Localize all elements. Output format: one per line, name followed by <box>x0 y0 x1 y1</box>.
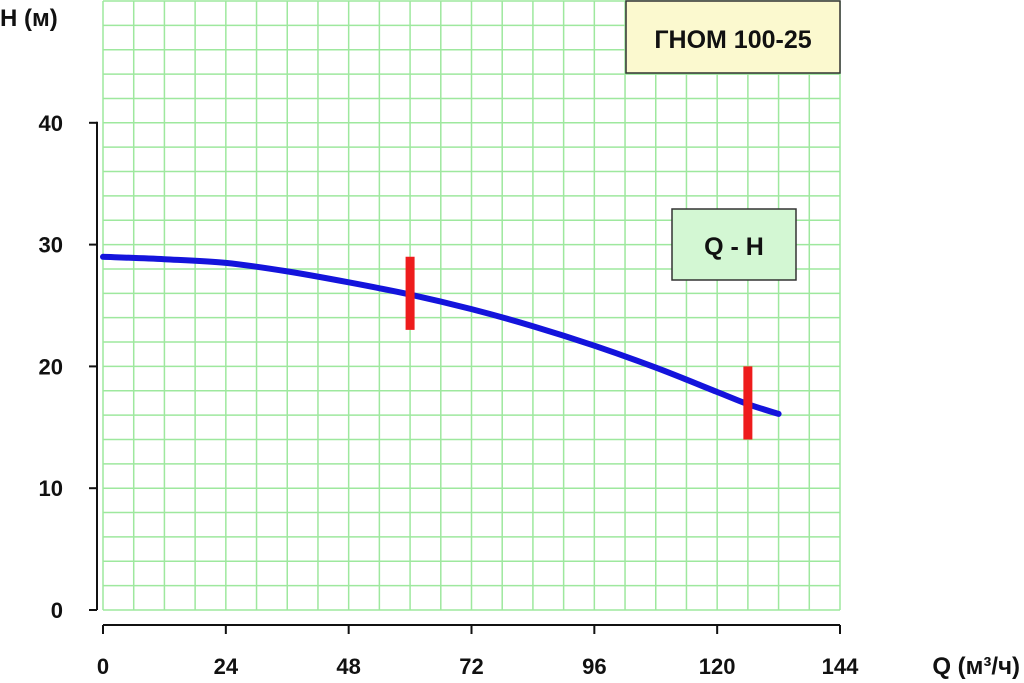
x-tick-label: 48 <box>336 654 360 679</box>
x-tick-label: 144 <box>822 654 859 679</box>
x-axis-title: Q (м³/ч) <box>932 653 1020 680</box>
legend-box-bg <box>671 208 797 281</box>
x-tick-label: 0 <box>97 654 109 679</box>
y-tick-label: 10 <box>39 476 63 501</box>
x-ticks: 0 24 48 72 96 120 144 <box>97 625 859 679</box>
x-tick-label: 24 <box>214 654 239 679</box>
y-axis-title: H (м) <box>0 5 58 32</box>
chart-title: ГНОМ 100-25 <box>654 26 811 54</box>
grid <box>102 0 841 611</box>
y-tick-label: 40 <box>39 111 63 136</box>
y-tick-label: 20 <box>39 354 63 379</box>
q-h-curve <box>100 253 782 417</box>
x-tick-label: 96 <box>582 654 606 679</box>
legend-label: Q - H <box>704 233 764 261</box>
y-tick-label: 30 <box>39 233 63 258</box>
x-tick-label: 120 <box>699 654 736 679</box>
legend-box: Q - H <box>671 208 797 281</box>
series <box>100 253 782 417</box>
y-ticks: 0 10 20 30 40 <box>39 111 97 623</box>
title-box: ГНОМ 100-25 <box>625 0 841 74</box>
markers <box>405 256 753 440</box>
y-tick-label: 0 <box>51 598 63 623</box>
title-box-bg <box>625 0 841 74</box>
x-tick-label: 72 <box>459 654 483 679</box>
